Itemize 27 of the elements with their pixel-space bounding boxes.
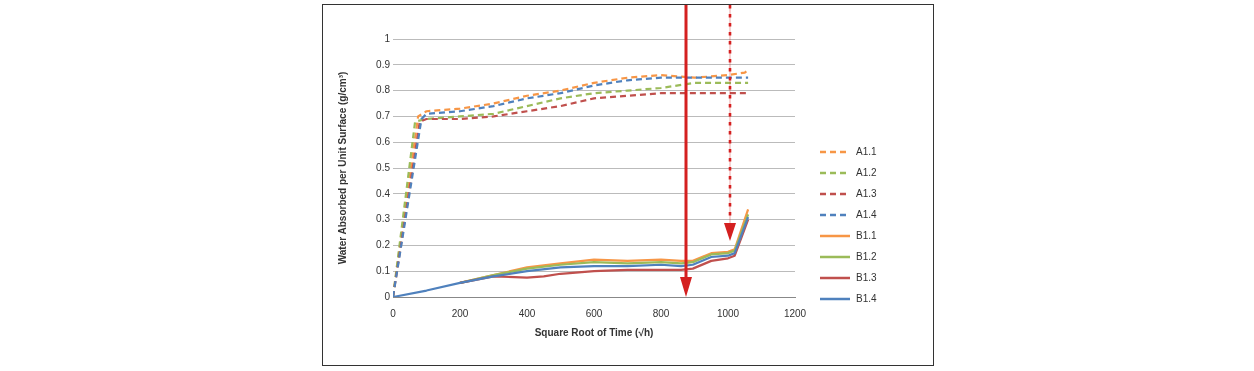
x-tick-label: 200 [451,307,469,319]
legend-label: B1.3 [856,272,877,283]
legend-label: B1.1 [856,230,877,241]
y-tick-label: 0.3 [376,213,391,225]
x-tick-label: 600 [585,307,603,319]
y-axis-title: Water Absorbed per Unit Surface (g/cm³) [336,71,348,265]
legend-label: A1.3 [856,188,877,199]
x-tick-label: 1200 [783,307,807,319]
x-tick-label: 800 [652,307,670,319]
y-tick-label: 0.7 [376,110,391,122]
y-tick-label: 0.5 [376,161,391,173]
y-tick-label: 1 [384,32,391,44]
legend-label: A1.1 [856,146,877,157]
legend-label: B1.4 [856,293,877,304]
y-tick-label: 0.8 [376,84,391,96]
legend-label: A1.2 [856,167,877,178]
y-tick-label: 0.1 [376,264,391,276]
x-tick-label: 1000 [716,307,740,319]
x-axis-title: Square Root of Time (√h) [534,326,654,338]
legend-label: B1.2 [856,251,877,262]
legend-label: A1.4 [856,209,877,220]
y-tick-label: 0 [384,290,391,302]
y-tick-label: 0.2 [376,239,391,251]
y-tick-label: 0.4 [376,187,391,199]
y-tick-label: 0.6 [376,135,391,147]
x-tick-label: 400 [518,307,536,319]
y-tick-label: 0.9 [376,58,391,70]
